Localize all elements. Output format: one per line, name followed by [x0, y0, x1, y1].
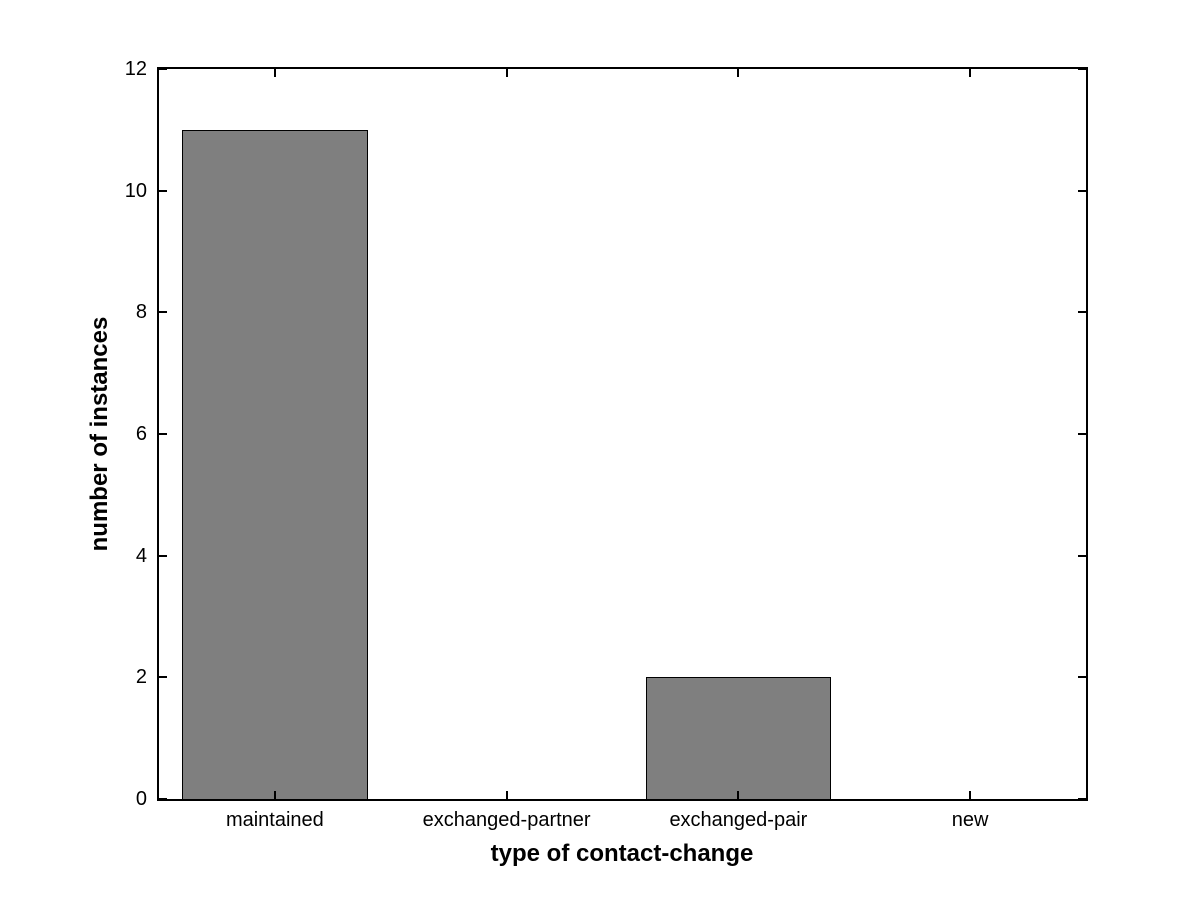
y-tick-label: 2 [135, 666, 147, 689]
x-tick [505, 69, 508, 77]
y-tick [1078, 189, 1086, 192]
y-tick [1078, 676, 1086, 679]
x-tick [969, 791, 972, 799]
bar-maintained [182, 129, 368, 799]
y-tick [1078, 554, 1086, 557]
y-tick [1078, 798, 1086, 800]
x-tick [273, 69, 276, 77]
bar-exchanged-pair [645, 677, 832, 799]
x-tick [737, 69, 740, 77]
y-tick-label: 8 [135, 301, 147, 324]
y-tick [1078, 68, 1086, 70]
x-tick [273, 791, 276, 799]
x-tick-label: exchanged-pair [669, 809, 808, 831]
x-tick-label: exchanged-partner [422, 809, 591, 831]
y-tick-label: 4 [135, 544, 147, 567]
y-tick [1078, 433, 1086, 435]
x-tick [737, 791, 740, 799]
y-tick [159, 554, 167, 557]
y-tick-label: 10 [124, 179, 147, 202]
y-tick [159, 433, 167, 435]
y-tick [159, 676, 167, 679]
y-tick-label: 6 [135, 423, 147, 445]
plot-area [157, 67, 1088, 801]
x-tick-label: new [951, 809, 989, 831]
y-tick [1078, 311, 1086, 314]
x-tick [505, 791, 508, 799]
x-axis-label: type of contact-change [490, 840, 754, 867]
x-tick [969, 69, 972, 77]
y-tick [159, 68, 167, 70]
y-tick [159, 798, 167, 800]
y-tick-label: 0 [135, 788, 147, 810]
y-tick-label: 12 [124, 58, 147, 80]
x-tick-label: maintained [225, 809, 324, 831]
y-tick [159, 311, 167, 314]
y-tick [159, 189, 167, 192]
